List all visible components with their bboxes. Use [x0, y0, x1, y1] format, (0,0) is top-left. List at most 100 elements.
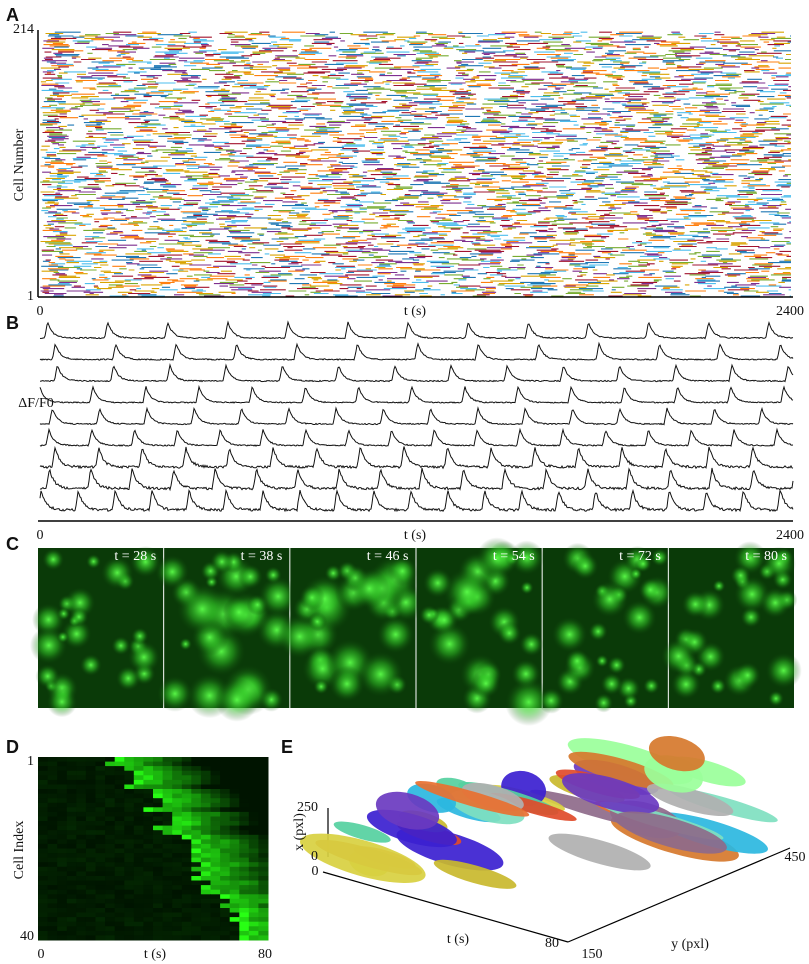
heat-cell	[200, 798, 211, 804]
heat-cell	[114, 802, 125, 808]
heat-cell	[85, 894, 96, 900]
heat-cell	[181, 935, 192, 941]
heat-cell	[229, 930, 240, 936]
heat-cell	[191, 821, 202, 827]
heat-cell	[229, 757, 240, 763]
heat-cell	[114, 834, 125, 840]
cell-glow	[100, 556, 134, 590]
cell-glow	[111, 636, 131, 656]
heat-cell	[47, 926, 58, 932]
heat-cell	[172, 871, 183, 877]
heat-cell	[162, 802, 173, 808]
heat-cell	[95, 894, 106, 900]
heat-cell	[85, 908, 96, 914]
heat-cell	[162, 935, 173, 941]
heat-cell	[47, 843, 58, 849]
heat-cell	[191, 766, 202, 772]
heat-cell	[38, 761, 49, 767]
heat-cell	[191, 876, 202, 882]
heat-cell	[105, 825, 116, 831]
heat-cell	[172, 926, 183, 932]
y-tick-label: 1	[27, 754, 34, 769]
heat-cell	[229, 816, 240, 822]
cell-glow	[600, 672, 623, 696]
heat-cell	[258, 926, 269, 932]
heat-cell	[38, 757, 49, 763]
heat-cell	[210, 857, 221, 863]
heat-cell	[191, 930, 202, 936]
heat-cell	[38, 789, 49, 795]
heat-cell	[57, 816, 68, 822]
heat-cell	[229, 912, 240, 918]
heat-cell	[239, 903, 250, 909]
frame-time: t = 38 s	[241, 549, 283, 564]
heat-cell	[76, 757, 87, 763]
raster-segments	[40, 31, 791, 297]
heat-cell	[57, 848, 68, 854]
cell-volume	[333, 821, 391, 843]
heat-cell	[172, 775, 183, 781]
heat-cell	[47, 793, 58, 799]
heat-cell	[220, 862, 231, 868]
cell-glow	[313, 678, 329, 695]
heat-cell	[248, 876, 259, 882]
heat-cell	[258, 811, 269, 817]
cell-glow	[85, 553, 102, 570]
heat-cell	[143, 789, 154, 795]
heat-cell	[38, 821, 49, 827]
heat-cell	[133, 821, 144, 827]
heat-cell	[191, 853, 202, 859]
heat-cell	[239, 770, 250, 776]
heat-cell	[210, 775, 221, 781]
heat-cell	[210, 908, 221, 914]
heat-cell	[143, 894, 154, 900]
heat-cell	[133, 807, 144, 813]
heat-cell	[181, 917, 192, 923]
heat-cell	[172, 761, 183, 767]
heat-cell	[191, 811, 202, 817]
heat-cell	[191, 843, 202, 849]
heat-cell	[210, 757, 221, 763]
heat-cell	[66, 871, 77, 877]
heat-cell	[95, 935, 106, 941]
panel-label: B	[6, 313, 19, 333]
heat-cell	[47, 862, 58, 868]
heat-cell	[47, 885, 58, 891]
cell-glow	[571, 552, 599, 580]
heat-cell	[191, 866, 202, 872]
heat-cell	[248, 894, 259, 900]
heat-cell	[85, 921, 96, 927]
heat-cell	[229, 903, 240, 909]
heat-cell	[133, 871, 144, 877]
heat-cell	[239, 926, 250, 932]
heat-cell	[105, 880, 116, 886]
heat-cell	[258, 857, 269, 863]
heat-cell	[172, 811, 183, 817]
cell-glow	[519, 632, 544, 657]
heat-cell	[133, 839, 144, 845]
heat-cell	[181, 871, 192, 877]
cell-volume	[562, 773, 660, 814]
raster-segments	[41, 31, 791, 297]
heat-cell	[47, 903, 58, 909]
cell-glow	[497, 620, 522, 646]
heat-cell	[124, 766, 135, 772]
cell-glow	[179, 637, 193, 651]
heat-cell	[181, 912, 192, 918]
heat-cell	[38, 770, 49, 776]
heat-cell	[85, 830, 96, 836]
heat-cell	[229, 921, 240, 927]
heat-cell	[239, 908, 250, 914]
heat-cell	[66, 866, 77, 872]
heat-cell	[181, 853, 192, 859]
y-axis-label: ΔF/F0	[18, 396, 53, 411]
heat-cell	[57, 834, 68, 840]
heat-cell	[133, 779, 144, 785]
heat-cell	[47, 761, 58, 767]
heat-cell	[191, 894, 202, 900]
heat-cell	[95, 885, 106, 891]
heat-cell	[248, 779, 259, 785]
heat-cell	[248, 871, 259, 877]
heat-cell	[229, 862, 240, 868]
heat-cell	[181, 802, 192, 808]
